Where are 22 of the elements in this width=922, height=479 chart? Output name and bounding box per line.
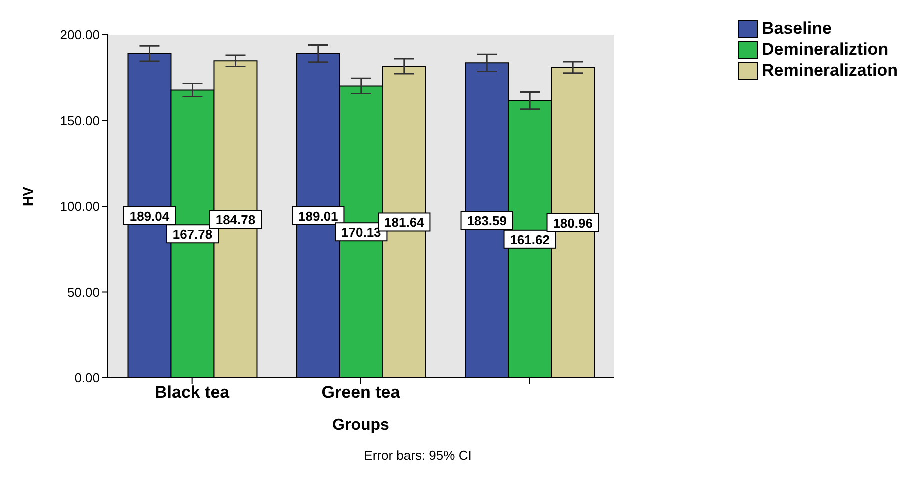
y-tick-label: 200.00 bbox=[60, 28, 100, 43]
x-tick-label: Green tea bbox=[322, 383, 401, 402]
data-label: 184.78 bbox=[216, 212, 256, 228]
y-tick-label: 150.00 bbox=[60, 113, 100, 128]
data-label: 180.96 bbox=[553, 216, 593, 231]
y-tick-label: 0.00 bbox=[74, 370, 100, 386]
y-axis-title: HV bbox=[20, 186, 36, 206]
x-axis-title: Groups bbox=[332, 417, 390, 434]
data-label: 183.59 bbox=[467, 214, 507, 229]
legend-label: Baseline bbox=[762, 18, 832, 38]
y-tick-label: 100.00 bbox=[60, 199, 100, 214]
data-label: 189.01 bbox=[298, 208, 338, 224]
y-tick-label: 50.00 bbox=[67, 284, 100, 300]
text: Error bars: 95% CI bbox=[363, 448, 473, 463]
data-label: 181.64 bbox=[384, 215, 426, 230]
data-label: 189.04 bbox=[130, 208, 170, 224]
data-label: 161.62 bbox=[510, 232, 550, 248]
legend-label: Demineraliztion bbox=[762, 40, 889, 60]
x-tick-label: Black tea bbox=[154, 383, 230, 402]
legend-label: Remineralization bbox=[762, 60, 898, 80]
data-label: 167.78 bbox=[172, 227, 213, 242]
data-label: 170.13 bbox=[342, 225, 382, 240]
